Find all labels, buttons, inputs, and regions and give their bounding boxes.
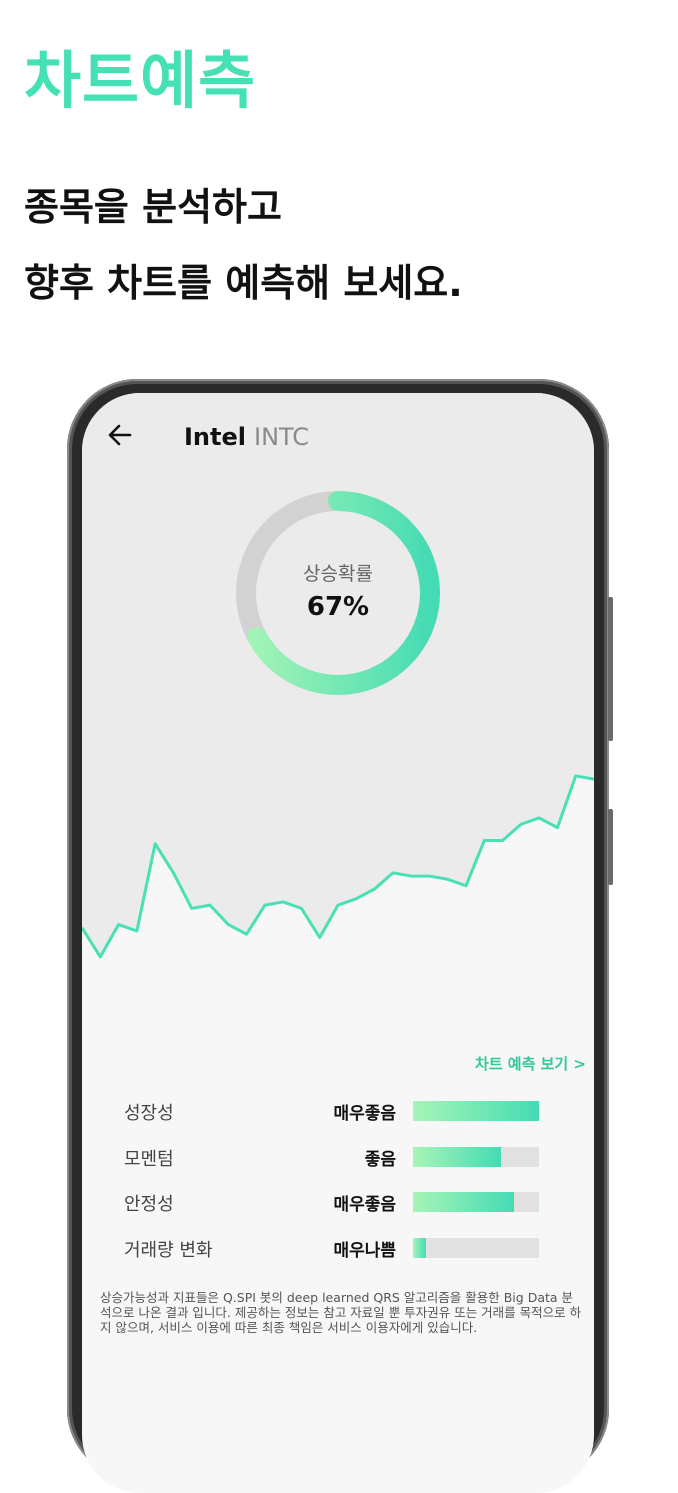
donut-progress — [236, 491, 440, 695]
phone-side-button-lower — [608, 809, 613, 885]
metric-label: 모멘텀 — [124, 1149, 174, 1170]
phone-frame: Intel INTC 상승확률 67% 차트 예측 보기 > 성장성 매우좋음 — [67, 379, 613, 1493]
metric-bar — [413, 1101, 539, 1121]
chart-forecast-link[interactable]: 차트 예측 보기 > — [474, 1055, 586, 1073]
promo-subtitle-line2: 향후 차트를 예측해 보세요. — [24, 261, 463, 305]
metric-row: 안정성 매우좋음 — [82, 1188, 594, 1218]
disclaimer-text: 상승가능성과 지표들은 Q.SPI 봇의 deep learned QRS 알고… — [100, 1290, 582, 1335]
metric-row: 성장성 매우좋음 — [82, 1097, 594, 1127]
metric-grade: 매우좋음 — [333, 1104, 396, 1124]
probability-label: 상승확률 — [303, 563, 373, 585]
metric-bar — [413, 1238, 539, 1258]
metric-bar-fill — [413, 1192, 514, 1212]
top-nav: Intel INTC — [82, 415, 594, 455]
promo-subtitle-line1: 종목을 분석하고 — [24, 185, 282, 229]
metric-bar-fill — [413, 1238, 426, 1258]
app-screen: Intel INTC 상승확률 67% 차트 예측 보기 > 성장성 매우좋음 — [82, 393, 594, 1493]
metric-bar-fill — [413, 1101, 539, 1121]
metric-grade: 매우좋음 — [333, 1195, 396, 1215]
phone-side-button-upper — [608, 597, 613, 741]
price-chart-area — [82, 393, 594, 957]
metric-grade: 매우나쁨 — [333, 1241, 396, 1261]
metric-row: 모멘텀 좋음 — [82, 1143, 594, 1173]
metric-label: 거래량 변화 — [124, 1240, 213, 1261]
arrow-left-icon[interactable] — [106, 421, 134, 449]
metric-bar — [413, 1147, 539, 1167]
metric-bar-fill — [413, 1147, 502, 1167]
promo-title: 차트예측 — [24, 44, 257, 117]
company-name: Intel — [184, 423, 246, 451]
metric-grade: 좋음 — [364, 1150, 396, 1170]
metric-row: 거래량 변화 매우나쁨 — [82, 1234, 594, 1264]
stock-ticker: INTC — [254, 423, 310, 451]
metric-label: 안정성 — [124, 1194, 174, 1215]
metric-bar — [413, 1192, 539, 1212]
metric-label: 성장성 — [124, 1103, 174, 1124]
price-chart — [82, 393, 594, 959]
price-chart-line — [82, 774, 594, 959]
probability-donut — [236, 491, 440, 695]
probability-value: 67% — [306, 592, 370, 622]
